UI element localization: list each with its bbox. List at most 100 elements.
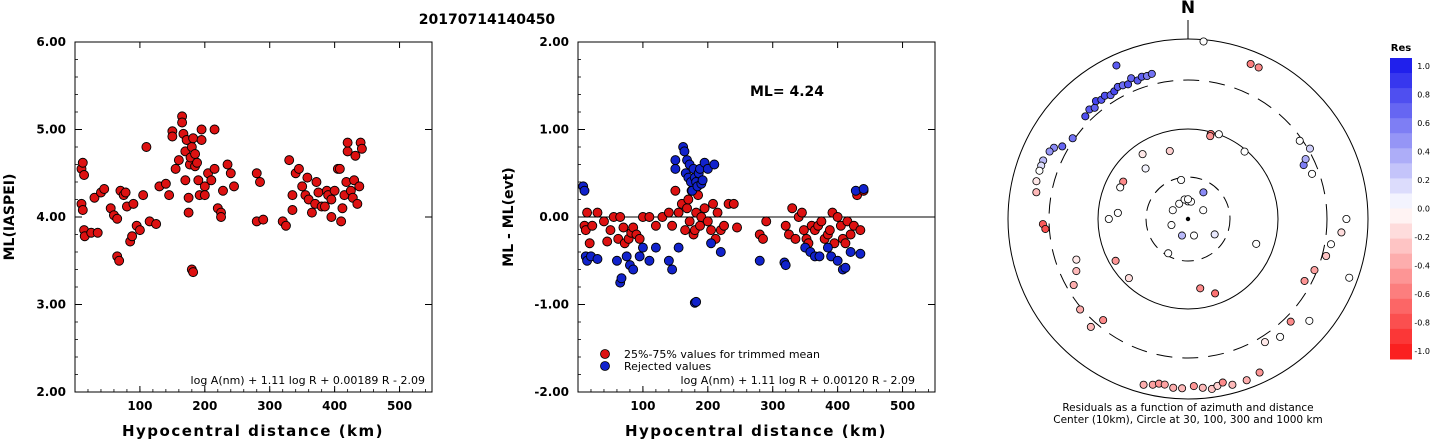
legend-label-trimmed: 25%-75% values for trimmed mean xyxy=(624,348,820,361)
rejected-data-point xyxy=(679,146,690,157)
trimmed-data-point xyxy=(644,212,655,222)
station-residual-point xyxy=(1177,176,1186,185)
station-residual-point xyxy=(1035,166,1044,175)
ml-data-point xyxy=(138,190,149,201)
trimmed-data-point xyxy=(682,203,692,214)
colorbar-tick-label: -0.2 xyxy=(1414,233,1430,242)
rejected-data-point xyxy=(691,296,702,307)
station-residual-point xyxy=(1214,130,1223,139)
rejected-data-point xyxy=(644,255,655,266)
colorbar-cell xyxy=(1390,223,1412,240)
residual-colorbar: Res 1.0 0.8 0.6 0.4 0.2 0.0 -0.2 -0.4 -0.6 -0.8 -1… xyxy=(1390,43,1430,360)
station-residual-point xyxy=(1210,230,1219,239)
rejected-data-point xyxy=(822,242,833,253)
station-residual-point xyxy=(1301,155,1310,164)
trimmed-data-point xyxy=(816,216,827,227)
station-residual-point xyxy=(1167,221,1176,230)
figure-title: 20170714140450 xyxy=(419,12,556,28)
station-residual-point xyxy=(1199,188,1208,197)
legend-marker-trimmed xyxy=(600,349,610,359)
station-residual-point xyxy=(1218,378,1227,387)
trimmed-data-point xyxy=(683,194,694,205)
residual-formula: log A(nm) + 1.11 log R + 0.00120 R - 2.0… xyxy=(681,374,915,387)
trimmed-data-point xyxy=(832,212,843,222)
rejected-data-point xyxy=(706,238,717,249)
legend-label-rejected: Rejected values xyxy=(624,360,711,373)
ml-data-point xyxy=(151,219,162,229)
trimmed-data-point xyxy=(732,222,742,233)
station-residual-point xyxy=(1164,249,1173,258)
station-residual-point xyxy=(1345,273,1354,282)
rejected-data-point xyxy=(592,254,603,264)
station-residual-point xyxy=(1032,177,1041,186)
colorbar-cell xyxy=(1390,118,1412,134)
station-residual-point xyxy=(1116,183,1125,192)
station-residual-point xyxy=(1045,147,1054,156)
ml-data-point xyxy=(326,194,337,205)
ml-y-tick-label: 5.00 xyxy=(36,123,66,137)
ml-y-tick-label: 2.00 xyxy=(36,385,66,399)
station-residual-point xyxy=(1242,376,1251,385)
colorbar-cell xyxy=(1390,103,1412,119)
ml-x-tick-label: 200 xyxy=(192,399,217,413)
station-residual-point xyxy=(1069,280,1078,289)
station-residual-point xyxy=(1138,150,1147,159)
ml-data-point xyxy=(313,187,324,198)
ml-axis-ticks: 100 200 300 400 500 2.00 3.00 4.00 5.00 6.00 xyxy=(36,35,432,413)
station-residual-point xyxy=(1252,239,1261,248)
ml-data-point xyxy=(77,205,88,215)
trimmed-data-point xyxy=(840,238,851,249)
legend: 25%-75% values for trimmed mean Rejected… xyxy=(600,348,820,373)
station-residual-point xyxy=(1189,382,1198,391)
colorbar-cell xyxy=(1390,268,1412,285)
colorbar-tick-label: 0.8 xyxy=(1417,91,1430,100)
ml-data-point xyxy=(79,170,90,180)
colorbar-cell xyxy=(1390,208,1412,225)
colorbar-cell xyxy=(1390,313,1412,330)
station-residual-point xyxy=(1147,69,1156,78)
station-residual-point xyxy=(1322,252,1331,261)
ml-data-point xyxy=(302,172,313,183)
station-residual-point xyxy=(1099,316,1108,325)
trimmed-data-point xyxy=(667,220,678,231)
ml-data-point xyxy=(173,155,184,166)
station-residual-point xyxy=(1165,146,1174,155)
dashed-circle-100 xyxy=(1145,176,1231,262)
station-residual-point xyxy=(1160,380,1169,389)
station-residual-point xyxy=(1254,63,1263,72)
colorbar-ticks: 1.0 0.8 0.6 0.4 0.2 0.0 -0.2 -0.4 -0.6 -0.8 -1.0 xyxy=(1414,62,1430,356)
ml-data-point xyxy=(206,175,217,186)
rejected-data-point xyxy=(611,255,622,266)
colorbar-cell xyxy=(1390,148,1412,164)
ml-data-point xyxy=(216,212,226,222)
station-residual-point xyxy=(1076,305,1085,314)
ml-points xyxy=(76,111,367,278)
station-residual-point xyxy=(1255,368,1264,377)
station-residual-point xyxy=(1184,195,1193,204)
trimmed-data-point xyxy=(845,229,856,240)
residual-y-tick-label: -2.00 xyxy=(534,385,569,399)
station-residual-point xyxy=(1178,384,1187,393)
ml-value-annotation: ML= 4.24 xyxy=(750,84,824,100)
trimmed-data-point xyxy=(634,233,645,244)
colorbar-cells xyxy=(1390,58,1412,360)
rejected-data-point xyxy=(855,248,866,259)
station-residual-point xyxy=(1305,316,1314,325)
station-residual-point xyxy=(1112,61,1121,70)
ml-data-point xyxy=(225,168,236,179)
colorbar-cell xyxy=(1390,193,1412,209)
ml-data-point xyxy=(218,185,228,196)
ml-data-point xyxy=(287,190,298,201)
trimmed-data-point xyxy=(824,225,835,236)
ml-data-point xyxy=(160,178,171,189)
ml-x-tick-label: 100 xyxy=(127,399,152,413)
ml-data-point xyxy=(127,231,138,242)
ml-data-point xyxy=(89,192,100,203)
colorbar-tick-label: 1.0 xyxy=(1417,62,1430,71)
station-residual-point xyxy=(1240,147,1249,156)
ml-data-point xyxy=(287,205,298,215)
station-residual-point xyxy=(1058,142,1067,151)
ml-data-point xyxy=(193,175,204,186)
epicenter-dot xyxy=(1185,216,1191,222)
rejected-data-point xyxy=(670,163,681,174)
